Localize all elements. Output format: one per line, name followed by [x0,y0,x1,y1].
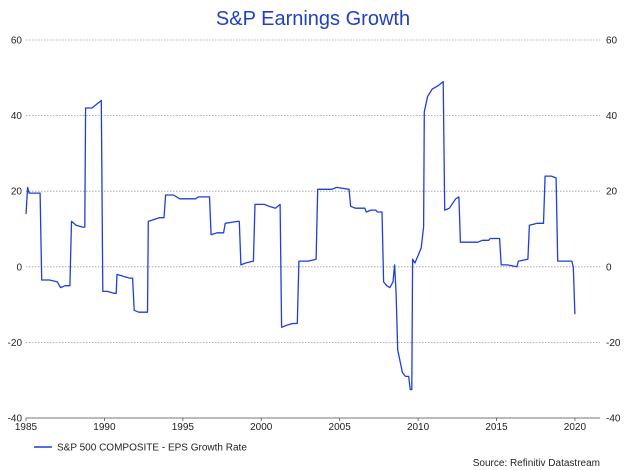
y-tick-label-left: 20 [11,187,23,198]
x-tick-label: 2010 [407,422,430,433]
source-note: Source: Refinitiv Datastream [473,458,600,469]
y-tick-label-left: 60 [11,36,23,47]
y-tick-label-right: 20 [606,187,618,198]
y-tick-label-left: -40 [8,414,23,425]
x-tick-label: 2000 [250,422,273,433]
x-axis: 1985 1990 1995 2000 2005 2010 2015 2020 [15,417,600,433]
y-tick-label-right: 40 [606,111,618,122]
y-axis-left: 60 40 20 0 -20 -40 [8,36,23,425]
y-tick-label-left: 0 [16,262,22,273]
x-tick-label: 2015 [485,422,508,433]
y-tick-label-right: 60 [606,36,618,47]
y-tick-label-right: 0 [606,262,612,273]
y-tick-label-left: -20 [8,338,23,349]
legend: S&P 500 COMPOSITE - EPS Growth Rate [34,443,247,454]
series-line [25,80,576,391]
x-tick-label: 1995 [172,422,195,433]
y-tick-label-right: -20 [606,338,621,349]
x-tick-label: 1990 [93,422,116,433]
x-tick-label: 1985 [15,422,38,433]
y-axis-right: 60 40 20 0 -20 -40 [606,36,621,425]
chart-title: S&P Earnings Growth [216,8,410,30]
y-tick-label-right: -40 [606,414,621,425]
x-tick-label: 2020 [564,422,587,433]
x-tick-label: 2005 [329,422,352,433]
y-tick-label-left: 40 [11,111,23,122]
legend-label: S&P 500 COMPOSITE - EPS Growth Rate [57,443,247,454]
gridlines [26,39,600,419]
